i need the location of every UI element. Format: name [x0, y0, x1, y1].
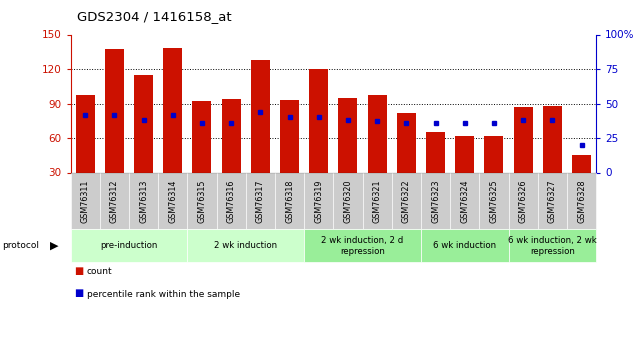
- Text: 6 wk induction: 6 wk induction: [433, 241, 496, 250]
- Text: GSM76325: GSM76325: [490, 179, 499, 223]
- Bar: [397, 113, 416, 207]
- Text: 6 wk induction, 2 wk
repression: 6 wk induction, 2 wk repression: [508, 236, 597, 256]
- Text: GSM76324: GSM76324: [460, 179, 469, 223]
- Text: ▶: ▶: [50, 241, 59, 251]
- Bar: [105, 49, 124, 207]
- Text: GSM76318: GSM76318: [285, 179, 294, 223]
- Text: pre-induction: pre-induction: [100, 241, 158, 250]
- Bar: [280, 100, 299, 207]
- Text: ■: ■: [74, 266, 83, 276]
- Text: ■: ■: [74, 288, 83, 298]
- Text: GSM76317: GSM76317: [256, 179, 265, 223]
- Text: protocol: protocol: [2, 241, 39, 250]
- Text: 2 wk induction, 2 d
repression: 2 wk induction, 2 d repression: [321, 236, 404, 256]
- Text: GSM76327: GSM76327: [548, 179, 557, 223]
- Bar: [572, 155, 591, 207]
- Bar: [513, 107, 533, 207]
- Text: GSM76316: GSM76316: [227, 179, 236, 223]
- Text: GDS2304 / 1416158_at: GDS2304 / 1416158_at: [77, 10, 231, 23]
- Bar: [76, 96, 95, 207]
- Text: GSM76323: GSM76323: [431, 179, 440, 223]
- Bar: [426, 132, 445, 207]
- Text: GSM76314: GSM76314: [168, 179, 177, 223]
- Text: GSM76326: GSM76326: [519, 179, 528, 223]
- Text: GSM76320: GSM76320: [344, 179, 353, 223]
- Bar: [222, 99, 240, 207]
- Text: percentile rank within the sample: percentile rank within the sample: [87, 290, 240, 299]
- Bar: [455, 136, 474, 207]
- Text: GSM76313: GSM76313: [139, 179, 148, 223]
- Bar: [543, 106, 562, 207]
- Text: GSM76328: GSM76328: [577, 179, 586, 223]
- Bar: [368, 96, 387, 207]
- Bar: [309, 69, 328, 207]
- Bar: [134, 75, 153, 207]
- Bar: [251, 60, 270, 207]
- Bar: [338, 98, 358, 207]
- Bar: [485, 136, 503, 207]
- Bar: [192, 101, 212, 207]
- Bar: [163, 48, 182, 207]
- Text: GSM76322: GSM76322: [402, 179, 411, 223]
- Text: GSM76312: GSM76312: [110, 179, 119, 223]
- Text: count: count: [87, 267, 112, 276]
- Text: 2 wk induction: 2 wk induction: [214, 241, 278, 250]
- Text: GSM76321: GSM76321: [372, 179, 381, 223]
- Text: GSM76315: GSM76315: [197, 179, 206, 223]
- Text: GSM76319: GSM76319: [314, 179, 323, 223]
- Text: GSM76311: GSM76311: [81, 179, 90, 223]
